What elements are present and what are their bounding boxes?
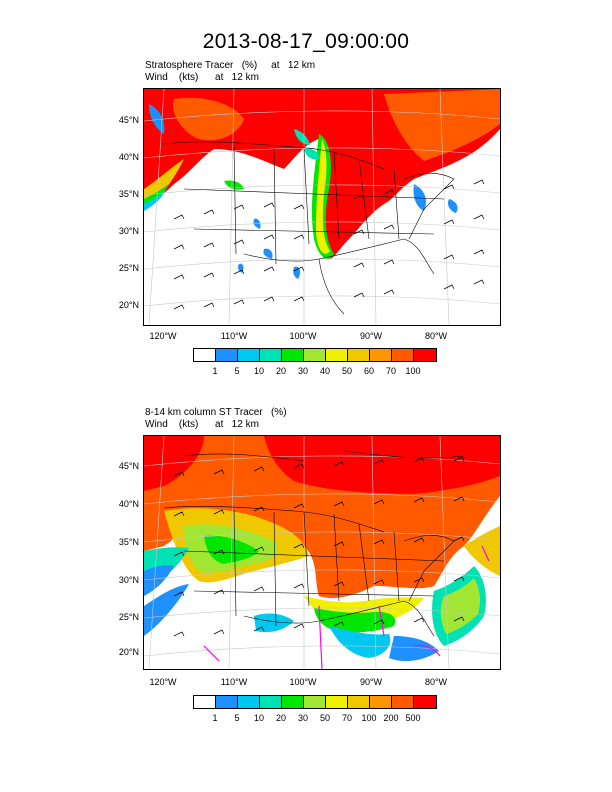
panel2-lon-80: 80°W (424, 677, 448, 687)
panel2-magenta-contours (203, 545, 490, 669)
panel1-colorbar-swatch-0 (194, 349, 216, 361)
panel2-title-line2: Wind (kts) at 12 km (145, 419, 259, 430)
panel2-colorbar-swatch-10 (414, 696, 436, 708)
panel2-colorbar-label-6: 70 (341, 713, 352, 723)
panel2-lon-100: 100°W (289, 677, 317, 687)
panel2-map (143, 435, 501, 670)
panel2-colorbar-swatch-5 (304, 696, 326, 708)
panel1-boundaries (163, 141, 455, 315)
panel1-colorbar-label-3: 20 (275, 366, 286, 376)
panel2-lat-45: 45°N (118, 461, 139, 471)
panel1-lon-100: 100°W (289, 331, 317, 341)
panel2-colorbar-swatch-7 (348, 696, 370, 708)
panel2-colorbar-label-0: 1 (212, 713, 218, 723)
panel1-lat-45: 45°N (118, 115, 139, 125)
panel1-colorbar-swatch-2 (238, 349, 260, 361)
panel1-lat-20: 20°N (118, 300, 139, 310)
panel2-lat-30: 30°N (118, 575, 139, 585)
panel1-map-svg (144, 89, 500, 325)
panel2-colorbar-label-3: 20 (275, 713, 286, 723)
panel1-colorbar-label-5: 40 (319, 366, 330, 376)
panel1-colorbar-swatch-1 (216, 349, 238, 361)
panel1-colorbar-label-7: 60 (363, 366, 374, 376)
panel2-lat-25: 25°N (118, 612, 139, 622)
panel2-colorbar (193, 695, 437, 709)
panel1-colorbar (193, 348, 437, 362)
panel2-lat-40: 40°N (118, 499, 139, 509)
panel2-colorbar-swatch-3 (260, 696, 282, 708)
panel2-colorbar-label-8: 200 (383, 713, 399, 723)
panel2-tracer-field (144, 436, 500, 669)
panel1-lat-25: 25°N (118, 263, 139, 273)
panel2-colorbar-swatch-6 (326, 696, 348, 708)
panel2-colorbar-label-2: 10 (253, 713, 264, 723)
panel1-lon-90: 90°W (359, 331, 383, 341)
panel2-lon-110: 110°W (220, 677, 248, 687)
panel2-colorbar-swatch-9 (392, 696, 414, 708)
panel1-colorbar-swatch-9 (392, 349, 414, 361)
panel2-lon-90: 90°W (359, 677, 383, 687)
panel1-colorbar-label-6: 50 (341, 366, 352, 376)
panel1-lon-110: 110°W (220, 331, 248, 341)
panel2-colorbar-swatch-0 (194, 696, 216, 708)
panel1-colorbar-swatch-5 (304, 349, 326, 361)
panel1-colorbar-swatch-4 (282, 349, 304, 361)
panel2-colorbar-label-1: 5 (234, 713, 240, 723)
panel1-lat-30: 30°N (118, 226, 139, 236)
panel2-colorbar-swatch-8 (370, 696, 392, 708)
panel1-lat-40: 40°N (118, 152, 139, 162)
panel2-colorbar-label-4: 30 (297, 713, 308, 723)
panel1-colorbar-swatch-8 (370, 349, 392, 361)
panel2-colorbar-swatch-2 (238, 696, 260, 708)
panel2-colorbar-label-5: 50 (319, 713, 330, 723)
panel1-colorbar-swatch-6 (326, 349, 348, 361)
panel2-colorbar-swatch-1 (216, 696, 238, 708)
panel2-colorbar-label-9: 500 (405, 713, 421, 723)
panel2-lat-35: 35°N (118, 537, 139, 547)
panel1-colorbar-label-0: 1 (212, 366, 218, 376)
panel1-colorbar-swatch-3 (260, 349, 282, 361)
panel1-lon-80: 80°W (424, 331, 448, 341)
panel2-boundaries (163, 450, 465, 637)
panel2-colorbar-swatch-4 (282, 696, 304, 708)
panel1-tracer-field (144, 89, 500, 279)
panel1-lon-120: 120°W (149, 331, 177, 341)
panel1-map (143, 88, 501, 326)
panel1-title-line2: Wind (kts) at 12 km (145, 72, 259, 83)
panel1-colorbar-swatch-7 (348, 349, 370, 361)
panel1-colorbar-label-8: 70 (385, 366, 396, 376)
panel1-wind-barbs (173, 179, 485, 310)
panel2-wind-barbs (173, 456, 465, 637)
panel2-lon-120: 120°W (149, 677, 177, 687)
panel2-map-svg (144, 436, 500, 669)
panel1-colorbar-label-2: 10 (253, 366, 264, 376)
panel2-graticule (144, 436, 500, 669)
figure-title: 2013-08-17_09:00:00 (202, 30, 410, 53)
panel1-title-line1: Stratosphere Tracer (%) at 12 km (145, 60, 316, 71)
panel1-colorbar-swatch-10 (414, 349, 436, 361)
panel1-colorbar-label-1: 5 (234, 366, 240, 376)
panel1-colorbar-label-9: 100 (405, 366, 421, 376)
panel2-lat-20: 20°N (118, 647, 139, 657)
panel1-colorbar-label-4: 30 (297, 366, 308, 376)
panel2-title-line1: 8-14 km column ST Tracer (%) (145, 407, 287, 418)
panel1-lat-35: 35°N (118, 189, 139, 199)
panel2-colorbar-label-7: 100 (361, 713, 377, 723)
